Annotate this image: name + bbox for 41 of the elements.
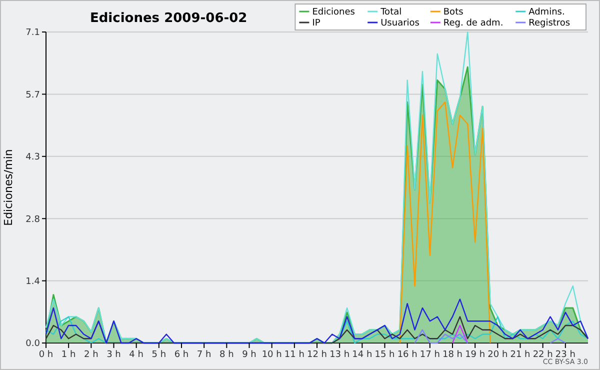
legend-label: Reg. de adm. xyxy=(443,18,504,29)
line-series xyxy=(399,101,491,344)
x-tick-label: 13 h xyxy=(330,350,350,360)
x-tick-label: 2 h xyxy=(84,350,98,360)
legend-label: Bots xyxy=(443,8,464,18)
x-tick-label: 12 h xyxy=(306,350,328,360)
x-tick-label: 16 h xyxy=(397,350,418,360)
x-tick-label: 21 h xyxy=(510,350,530,360)
y-tick-label: 7.1 xyxy=(26,28,40,38)
x-tick-label: 20 h xyxy=(488,350,508,360)
legend-label: Ediciones xyxy=(312,8,356,18)
y-tick-label: 0.0 xyxy=(26,339,40,350)
x-tick-label: 9 h xyxy=(242,350,256,360)
legend-label: IP xyxy=(312,18,321,29)
x-tick-label: 22 h xyxy=(532,350,553,360)
x-tick-label: 3 h xyxy=(106,350,121,360)
x-tick-label: 18 h xyxy=(442,350,463,360)
x-tick-label: 1 h xyxy=(61,350,76,360)
legend-label: Admins. xyxy=(528,8,565,18)
x-tick-label: 0 h xyxy=(38,350,54,360)
legend-label: Usuarios xyxy=(380,18,420,29)
x-tick-label: 15 h xyxy=(374,350,395,360)
y-axis-title: Ediciones/min xyxy=(2,149,15,226)
chart-title: Ediciones 2009-06-02 xyxy=(90,11,248,26)
x-tick-label: 10 h xyxy=(262,350,282,360)
x-tick-label: 23 h xyxy=(555,350,576,360)
y-tick-label: 4.3 xyxy=(26,152,40,163)
y-tick-label: 5.7 xyxy=(26,90,40,100)
y-tick-label: 1.4 xyxy=(26,276,40,287)
legend-label: Registros xyxy=(528,18,570,29)
x-tick-label: 4 h xyxy=(129,350,144,360)
x-tick-label: 8 h xyxy=(220,350,234,360)
legend-label: Total xyxy=(380,8,402,18)
x-tick-label: 5 h xyxy=(152,350,166,360)
x-tick-label: 19 h xyxy=(465,350,486,360)
x-tick-label: 17 h xyxy=(420,350,440,360)
x-tick-label: 11 h xyxy=(284,350,304,360)
x-tick-label: 6 h xyxy=(174,350,189,360)
x-tick-label: 7 h xyxy=(196,350,212,360)
x-tick-label: 14 h xyxy=(352,350,372,360)
y-tick-label: 2.8 xyxy=(26,214,40,225)
